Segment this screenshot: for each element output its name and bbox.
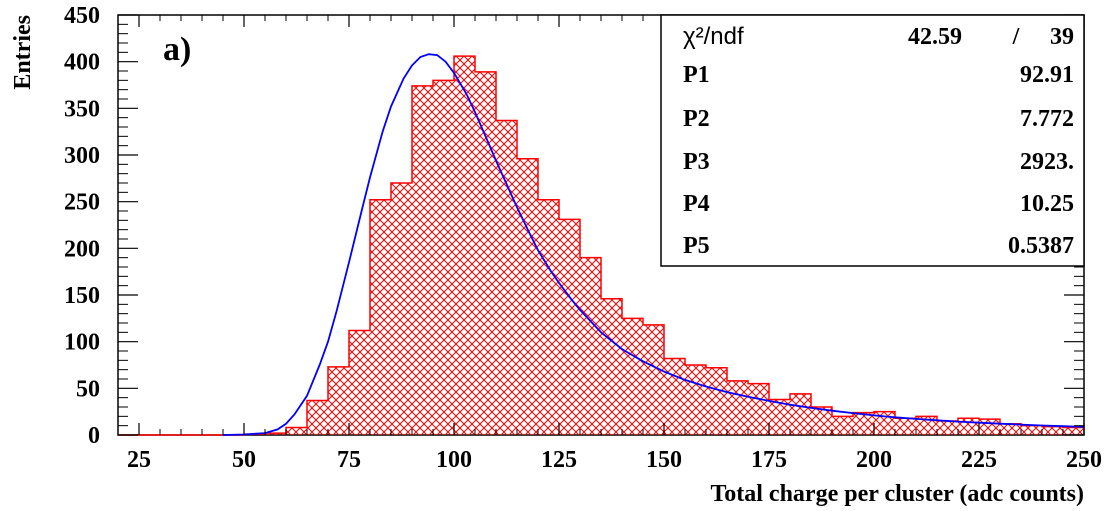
histogram-bin — [265, 433, 286, 435]
histogram-bin — [769, 399, 790, 435]
histogram-bin — [307, 400, 328, 435]
histogram-bin — [475, 71, 496, 435]
stats-p2-name: P2 — [683, 106, 710, 132]
panel-label: a) — [163, 31, 191, 68]
histogram-bin — [391, 183, 412, 435]
y-tick-label: 450 — [64, 3, 100, 29]
histogram-bin — [895, 418, 916, 435]
histogram-bin — [853, 412, 874, 435]
x-tick-label: 250 — [1066, 447, 1102, 473]
fit-curve-group — [222, 53, 1085, 436]
histogram-bin — [811, 407, 832, 435]
histogram-outline — [118, 55, 1084, 436]
y-tick-label: 300 — [64, 143, 100, 169]
histogram-bin — [433, 80, 454, 435]
x-tick-label: 125 — [541, 447, 577, 473]
histogram-bin — [958, 418, 979, 435]
histogram-bin — [622, 318, 643, 435]
histogram-bin — [748, 383, 769, 435]
histogram-bin — [832, 416, 853, 435]
histogram-bin — [496, 120, 517, 435]
x-tick-label: 100 — [436, 447, 472, 473]
histogram-bin — [979, 419, 1000, 435]
histogram-bin — [706, 367, 727, 435]
stats-p5-value: 0.5387 — [1008, 233, 1074, 259]
x-tick-label: 25 — [127, 447, 151, 473]
stats-box-frame — [660, 14, 1085, 267]
histogram-bin — [727, 380, 748, 435]
stats-chi-separator: / — [1012, 24, 1020, 50]
histogram-bin — [664, 358, 685, 435]
stats-p1-name: P1 — [683, 62, 710, 88]
stats-chi-value: 42.59 — [908, 24, 962, 50]
stats-p4-name: P4 — [683, 191, 710, 217]
histogram-bin — [1000, 423, 1021, 435]
histogram-bin — [1021, 425, 1042, 435]
stats-p1-value: 92.91 — [1020, 62, 1074, 88]
x-tick-label: 150 — [646, 447, 682, 473]
histogram-bin — [454, 56, 475, 436]
stats-p4-value: 10.25 — [1020, 191, 1074, 217]
stats-p5-name: P5 — [683, 233, 710, 259]
histogram-bin — [412, 85, 433, 435]
histogram-bin — [517, 158, 538, 435]
histogram-bin — [916, 416, 937, 435]
histogram-bin — [601, 298, 622, 435]
stats-p2-value: 7.772 — [1020, 106, 1074, 132]
y-tick-label: 50 — [76, 376, 100, 402]
histogram-bin — [1042, 426, 1063, 435]
histogram-bin — [349, 330, 370, 435]
histogram-bin — [559, 219, 580, 435]
histogram-bin — [643, 324, 664, 435]
y-tick-label: 350 — [64, 96, 100, 122]
y-axis-title: Entries — [10, 15, 36, 90]
histogram-bin — [328, 366, 349, 435]
x-tick-label: 50 — [232, 447, 256, 473]
y-tick-label: 150 — [64, 283, 100, 309]
stats-box: χ²/ndf 42.59 / 39 P1 92.91 P2 7.772 P3 2… — [660, 14, 1085, 267]
histogram-bin — [1063, 427, 1084, 435]
histogram-bin — [370, 199, 391, 435]
y-tick-label: 400 — [64, 50, 100, 76]
histogram-bin — [685, 365, 706, 435]
histogram — [118, 55, 1084, 436]
histogram-bin — [286, 427, 307, 435]
histogram-bin — [538, 199, 559, 435]
y-tick-label: 0 — [88, 423, 100, 449]
histogram-bin — [937, 421, 958, 435]
x-tick-label: 200 — [856, 447, 892, 473]
stats-ndf-value: 39 — [1050, 24, 1074, 50]
x-tick-label: 225 — [961, 447, 997, 473]
stats-chi-label: χ²/ndf — [683, 23, 744, 50]
histogram-bin — [790, 393, 811, 435]
y-tick-label: 200 — [64, 236, 100, 262]
y-tick-label: 100 — [64, 330, 100, 356]
x-axis-title: Total charge per cluster (adc counts) — [710, 481, 1084, 507]
y-axis: 0 50 100 150 200 250 300 350 400 450 — [64, 3, 1084, 449]
histogram-bin — [580, 257, 601, 435]
y-tick-label: 250 — [64, 190, 100, 216]
fit-curve — [222, 53, 1085, 436]
x-tick-label: 175 — [751, 447, 787, 473]
stats-p3-value: 2923. — [1020, 149, 1074, 175]
stats-p3-name: P3 — [683, 149, 710, 175]
x-tick-label: 75 — [337, 447, 361, 473]
